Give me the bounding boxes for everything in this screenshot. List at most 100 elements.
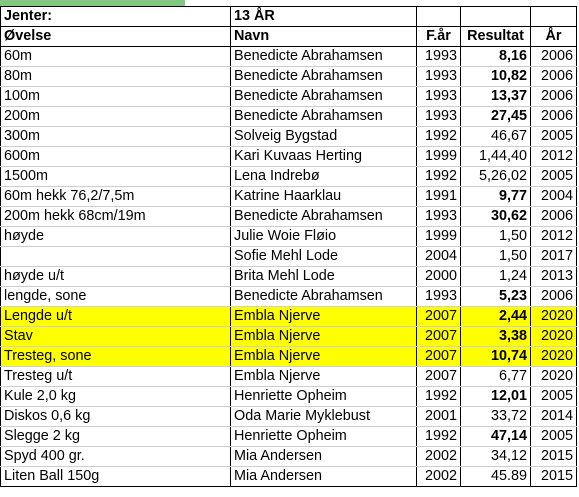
record-year-cell[interactable]: 2020 (530, 366, 577, 387)
column-header-event[interactable]: Øvelse (0, 26, 231, 47)
result-cell[interactable]: 30,62 (460, 206, 531, 227)
result-cell[interactable]: 46,67 (460, 126, 531, 147)
record-year-cell[interactable]: 2020 (530, 306, 577, 327)
record-year-cell[interactable]: 2017 (530, 246, 577, 267)
result-cell[interactable]: 2,44 (460, 306, 531, 327)
name-cell[interactable]: Mia Andersen (230, 446, 417, 467)
born-year-cell[interactable]: 2007 (416, 366, 461, 387)
record-year-cell[interactable]: 2006 (530, 86, 577, 107)
result-cell[interactable]: 13,37 (460, 86, 531, 107)
born-year-cell[interactable]: 2004 (416, 246, 461, 267)
record-year-cell[interactable]: 2006 (530, 206, 577, 227)
born-year-cell[interactable]: 1992 (416, 386, 461, 407)
event-cell[interactable]: 600m (0, 146, 231, 167)
record-year-cell[interactable]: 2006 (530, 46, 577, 67)
column-header-year[interactable]: År (530, 26, 577, 47)
record-year-cell[interactable]: 2006 (530, 66, 577, 87)
event-cell[interactable]: Diskos 0,6 kg (0, 406, 231, 427)
name-cell[interactable]: Henriette Opheim (230, 386, 417, 407)
record-year-cell[interactable]: 2005 (530, 386, 577, 407)
event-cell[interactable]: Stav (0, 326, 231, 347)
born-year-cell[interactable]: 2007 (416, 306, 461, 327)
born-year-cell[interactable]: 1992 (416, 426, 461, 447)
event-cell[interactable]: 60m (0, 46, 231, 67)
record-year-cell[interactable]: 2015 (530, 446, 577, 467)
result-cell[interactable]: 8,16 (460, 46, 531, 67)
result-cell[interactable]: 34,12 (460, 446, 531, 467)
column-header-born[interactable]: F.år (416, 26, 461, 47)
born-year-cell[interactable]: 2002 (416, 446, 461, 467)
name-cell[interactable]: Embla Njerve (230, 346, 417, 367)
name-cell[interactable]: Benedicte Abrahamsen (230, 46, 417, 67)
record-year-cell[interactable]: 2013 (530, 266, 577, 287)
name-cell[interactable]: Embla Njerve (230, 326, 417, 347)
record-year-cell[interactable]: 2014 (530, 406, 577, 427)
name-cell[interactable]: Benedicte Abrahamsen (230, 206, 417, 227)
name-cell[interactable]: Sofie Mehl Lode (230, 246, 417, 267)
event-cell[interactable]: høyde u/t (0, 266, 231, 287)
born-year-cell[interactable]: 1993 (416, 86, 461, 107)
name-cell[interactable]: Embla Njerve (230, 366, 417, 387)
result-cell[interactable]: 5,26,02 (460, 166, 531, 187)
record-year-cell[interactable]: 2012 (530, 226, 577, 247)
event-cell[interactable]: 60m hekk 76,2/7,5m (0, 186, 231, 207)
event-cell[interactable] (0, 246, 231, 267)
result-cell[interactable]: 6,77 (460, 366, 531, 387)
result-cell[interactable]: 45.89 (460, 466, 531, 487)
record-year-cell[interactable]: 2020 (530, 326, 577, 347)
event-cell[interactable]: Tresteg u/t (0, 366, 231, 387)
column-header-result[interactable]: Resultat (460, 26, 531, 47)
record-year-cell[interactable]: 2020 (530, 346, 577, 367)
event-cell[interactable]: 300m (0, 126, 231, 147)
empty-header-cell[interactable] (416, 6, 461, 27)
event-cell[interactable]: 200m (0, 106, 231, 127)
empty-header-cell[interactable] (530, 6, 577, 27)
born-year-cell[interactable]: 1999 (416, 146, 461, 167)
born-year-cell[interactable]: 1991 (416, 186, 461, 207)
born-year-cell[interactable]: 1993 (416, 206, 461, 227)
name-cell[interactable]: Benedicte Abrahamsen (230, 106, 417, 127)
name-cell[interactable]: Benedicte Abrahamsen (230, 66, 417, 87)
record-year-cell[interactable]: 2012 (530, 146, 577, 167)
event-cell[interactable]: Tresteg, sone (0, 346, 231, 367)
result-cell[interactable]: 47,14 (460, 426, 531, 447)
result-cell[interactable]: 1,50 (460, 226, 531, 247)
born-year-cell[interactable]: 2000 (416, 266, 461, 287)
result-cell[interactable]: 3,38 (460, 326, 531, 347)
event-cell[interactable]: høyde (0, 226, 231, 247)
born-year-cell[interactable]: 1993 (416, 46, 461, 67)
record-year-cell[interactable]: 2005 (530, 126, 577, 147)
result-cell[interactable]: 10,82 (460, 66, 531, 87)
event-cell[interactable]: Slegge 2 kg (0, 426, 231, 447)
empty-header-cell[interactable] (460, 6, 531, 27)
result-cell[interactable]: 9,77 (460, 186, 531, 207)
name-cell[interactable]: Embla Njerve (230, 306, 417, 327)
record-year-cell[interactable]: 2015 (530, 466, 577, 487)
event-cell[interactable]: Kule 2,0 kg (0, 386, 231, 407)
name-cell[interactable]: Mia Andersen (230, 466, 417, 487)
name-cell[interactable]: Solveig Bygstad (230, 126, 417, 147)
class-label-cell[interactable]: 13 ÅR (230, 6, 417, 27)
record-year-cell[interactable]: 2005 (530, 426, 577, 447)
born-year-cell[interactable]: 1993 (416, 286, 461, 307)
event-cell[interactable]: Spyd 400 gr. (0, 446, 231, 467)
event-cell[interactable]: Liten Ball 150g (0, 466, 231, 487)
name-cell[interactable]: Kari Kuvaas Herting (230, 146, 417, 167)
born-year-cell[interactable]: 2001 (416, 406, 461, 427)
event-cell[interactable]: 80m (0, 66, 231, 87)
event-cell[interactable]: Lengde u/t (0, 306, 231, 327)
result-cell[interactable]: 1,44,40 (460, 146, 531, 167)
result-cell[interactable]: 1,50 (460, 246, 531, 267)
record-year-cell[interactable]: 2006 (530, 286, 577, 307)
name-cell[interactable]: Benedicte Abrahamsen (230, 86, 417, 107)
name-cell[interactable]: Lena Indrebø (230, 166, 417, 187)
group-label-cell[interactable]: Jenter: (0, 6, 231, 27)
event-cell[interactable]: lengde, sone (0, 286, 231, 307)
name-cell[interactable]: Julie Woie Fløio (230, 226, 417, 247)
event-cell[interactable]: 1500m (0, 166, 231, 187)
event-cell[interactable]: 200m hekk 68cm/19m (0, 206, 231, 227)
result-cell[interactable]: 27,45 (460, 106, 531, 127)
result-cell[interactable]: 5,23 (460, 286, 531, 307)
name-cell[interactable]: Henriette Opheim (230, 426, 417, 447)
event-cell[interactable]: 100m (0, 86, 231, 107)
